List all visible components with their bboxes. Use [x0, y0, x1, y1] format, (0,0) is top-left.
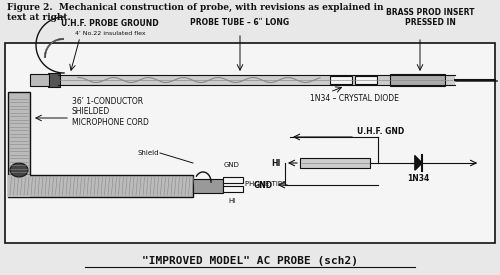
Text: BRASS PROD INSERT
PRESSED IN: BRASS PROD INSERT PRESSED IN — [386, 8, 474, 27]
Bar — [58, 75, 455, 85]
Bar — [8, 175, 30, 197]
Text: U.H.F. PROBE GROUND: U.H.F. PROBE GROUND — [61, 19, 159, 28]
Bar — [223, 186, 243, 192]
Text: Shield: Shield — [138, 150, 159, 156]
Text: Figure 2.  Mechanical construction of probe, with revisions as explained in
text: Figure 2. Mechanical construction of pro… — [7, 3, 384, 23]
Text: PHONE TIPS: PHONE TIPS — [245, 181, 286, 187]
Text: HI: HI — [228, 198, 235, 204]
Text: 36ʹ 1-CONDUCTOR
SHIELDED
MICROPHONE CORD: 36ʹ 1-CONDUCTOR SHIELDED MICROPHONE CORD — [72, 97, 149, 127]
Bar — [390, 74, 445, 86]
Text: GND: GND — [224, 162, 240, 168]
Text: 1N34: 1N34 — [408, 174, 430, 183]
Bar — [8, 92, 30, 175]
Bar — [355, 76, 377, 84]
Bar — [193, 179, 223, 193]
Text: PROBE TUBE – 6ʺ LONG: PROBE TUBE – 6ʺ LONG — [190, 18, 290, 27]
Text: GND: GND — [254, 180, 273, 189]
Bar — [5, 43, 495, 243]
Text: 1N34 – CRYSTAL DIODE: 1N34 – CRYSTAL DIODE — [310, 94, 399, 103]
Bar — [48, 73, 60, 87]
Polygon shape — [415, 156, 422, 170]
Bar — [223, 177, 243, 183]
Text: "IMPROVED MODEL" AC PROBE (sch2): "IMPROVED MODEL" AC PROBE (sch2) — [142, 256, 358, 266]
Ellipse shape — [10, 163, 28, 177]
Text: U.H.F. GND: U.H.F. GND — [357, 128, 404, 136]
Bar — [30, 74, 49, 86]
Bar — [330, 76, 352, 84]
Bar — [300, 158, 370, 168]
Text: HI: HI — [272, 158, 281, 167]
Text: 4ʹ No.22 insulated flex: 4ʹ No.22 insulated flex — [74, 31, 146, 36]
Bar — [8, 175, 193, 197]
